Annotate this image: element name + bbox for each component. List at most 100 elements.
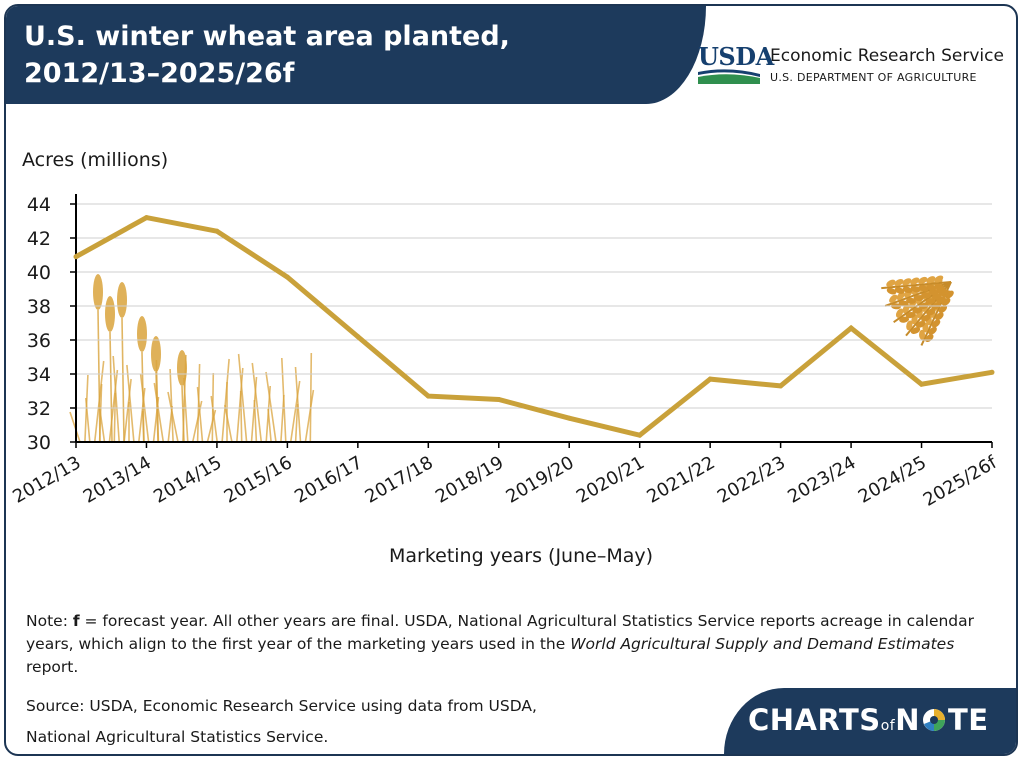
grass-blade (251, 362, 263, 443)
data-point (989, 369, 995, 375)
charts-of-note-band: CHARTSofN TE (724, 688, 1016, 754)
y-tick-label: 30 (27, 432, 51, 454)
grass-blade (126, 364, 135, 443)
grass-blade (191, 400, 203, 443)
y-tick-label: 42 (27, 228, 51, 250)
grass-blade (153, 382, 165, 443)
x-tick-label: 2019/20 (502, 452, 577, 508)
x-tick-label: 2017/18 (362, 452, 437, 508)
grass-blade (113, 392, 117, 443)
data-point (214, 228, 220, 234)
data-point (919, 381, 925, 387)
gridlines (76, 203, 992, 409)
pie-o-icon (922, 709, 945, 731)
wheat-stalk (97, 309, 101, 443)
grass-blade (210, 395, 218, 443)
y-tick-label: 40 (27, 262, 51, 284)
note-text-1: = forecast year. All other years are fin… (26, 612, 975, 653)
grass-blade (206, 409, 217, 443)
brand-of: of (880, 718, 896, 734)
x-tick-label: 2023/24 (784, 452, 859, 508)
wheat-bundle-right-illustration (881, 275, 954, 346)
x-tick-label: 2014/15 (150, 452, 225, 508)
x-tick-label: 2020/21 (573, 452, 648, 508)
chart-title: U.S. winter wheat area planted, 2012/13–… (24, 18, 510, 92)
y-tick-label: 38 (27, 296, 51, 318)
data-point (73, 254, 79, 260)
y-tick-label: 34 (27, 364, 51, 386)
x-tick-label: 2022/23 (714, 452, 789, 508)
wheat-ear (105, 296, 115, 332)
wheat-stalk (109, 331, 113, 443)
wheat-ear (137, 316, 147, 352)
ers-department: U.S. DEPARTMENT OF AGRICULTURE (770, 71, 977, 84)
data-point (355, 334, 361, 340)
y-axis-label: Acres (millions) (22, 149, 168, 171)
x-axis-label: Marketing years (June–May) (389, 545, 653, 567)
chart-note: Note: f = forecast year. All other years… (26, 610, 1006, 679)
data-point (425, 393, 431, 399)
grass-blade (123, 378, 132, 443)
grass-blade (167, 391, 179, 443)
wheat-stalk (155, 371, 159, 443)
grass-blade (112, 355, 120, 443)
x-tick-label: 2016/17 (291, 452, 366, 508)
grass-blade (239, 390, 243, 443)
y-axis-ticks: 30 32 34 36 38 40 42 44 (27, 194, 992, 454)
grass-blade (138, 387, 146, 443)
x-tick-label: 2013/14 (80, 452, 155, 508)
wheat-ear (117, 282, 127, 318)
x-axis-ticks: 2012/132013/142014/152015/162016/172017/… (9, 442, 1001, 511)
data-point (707, 376, 713, 382)
y-tick-label: 32 (27, 398, 51, 420)
series-polyline (74, 214, 993, 438)
note-bold-f: f (72, 612, 80, 630)
grass-blade (224, 404, 233, 443)
data-point (566, 415, 572, 421)
grass-blade (265, 371, 277, 443)
x-tick-label: 2012/13 (9, 452, 84, 508)
grass-blade (236, 367, 244, 443)
note-text-2: report. (26, 658, 79, 676)
x-tick-label: 2024/25 (855, 452, 930, 508)
wheat-ear (151, 336, 161, 372)
wheat-field-left-illustration (69, 274, 315, 443)
grass-blade (253, 399, 258, 443)
grass-blade (281, 357, 287, 443)
title-band: U.S. winter wheat area planted, 2012/13–… (6, 6, 706, 104)
usda-ers-logo: USDA Economic Research Service U.S. DEPA… (698, 42, 1016, 92)
data-point (496, 397, 502, 402)
source-line-2: National Agricultural Statistics Service… (26, 728, 329, 746)
line-chart: Acres (millions) 30 32 34 36 38 40 42 44 2012/1… (9, 149, 1001, 567)
usda-wordmark: USDA (698, 42, 774, 71)
brand-n: N (895, 703, 920, 737)
y-tick-label: 36 (27, 330, 51, 352)
grass-blade (267, 408, 272, 443)
x-tick-label: 2015/16 (221, 452, 296, 508)
wheat-stalk (181, 385, 185, 443)
ers-name: Economic Research Service (770, 46, 1004, 66)
x-tick-label: 2025/26f (920, 452, 1001, 511)
chart-source: Source: USDA, Economic Research Service … (26, 691, 646, 753)
brand-te: TE (947, 703, 989, 737)
grass-blade (169, 368, 174, 443)
grass-blade (85, 397, 91, 443)
grass-blade (289, 380, 301, 443)
wheat-ear (177, 350, 187, 386)
data-point (143, 215, 149, 221)
grass-blade (196, 386, 204, 443)
x-tick-label: 2021/22 (643, 452, 718, 508)
data-point (637, 432, 643, 438)
grass-blade (237, 353, 248, 443)
wheat-ear (93, 274, 103, 310)
wheat-stalk (141, 351, 145, 443)
series-line (73, 214, 995, 438)
grass-blade (250, 376, 258, 443)
usda-field-icon (698, 69, 760, 84)
grass-blade (108, 369, 119, 443)
source-line-1: Source: USDA, Economic Research Service … (26, 697, 537, 715)
brand-charts: CHARTS (748, 703, 881, 737)
note-label: Note: (26, 612, 73, 630)
x-tick-label: 2018/19 (432, 452, 507, 508)
data-point (848, 325, 854, 331)
